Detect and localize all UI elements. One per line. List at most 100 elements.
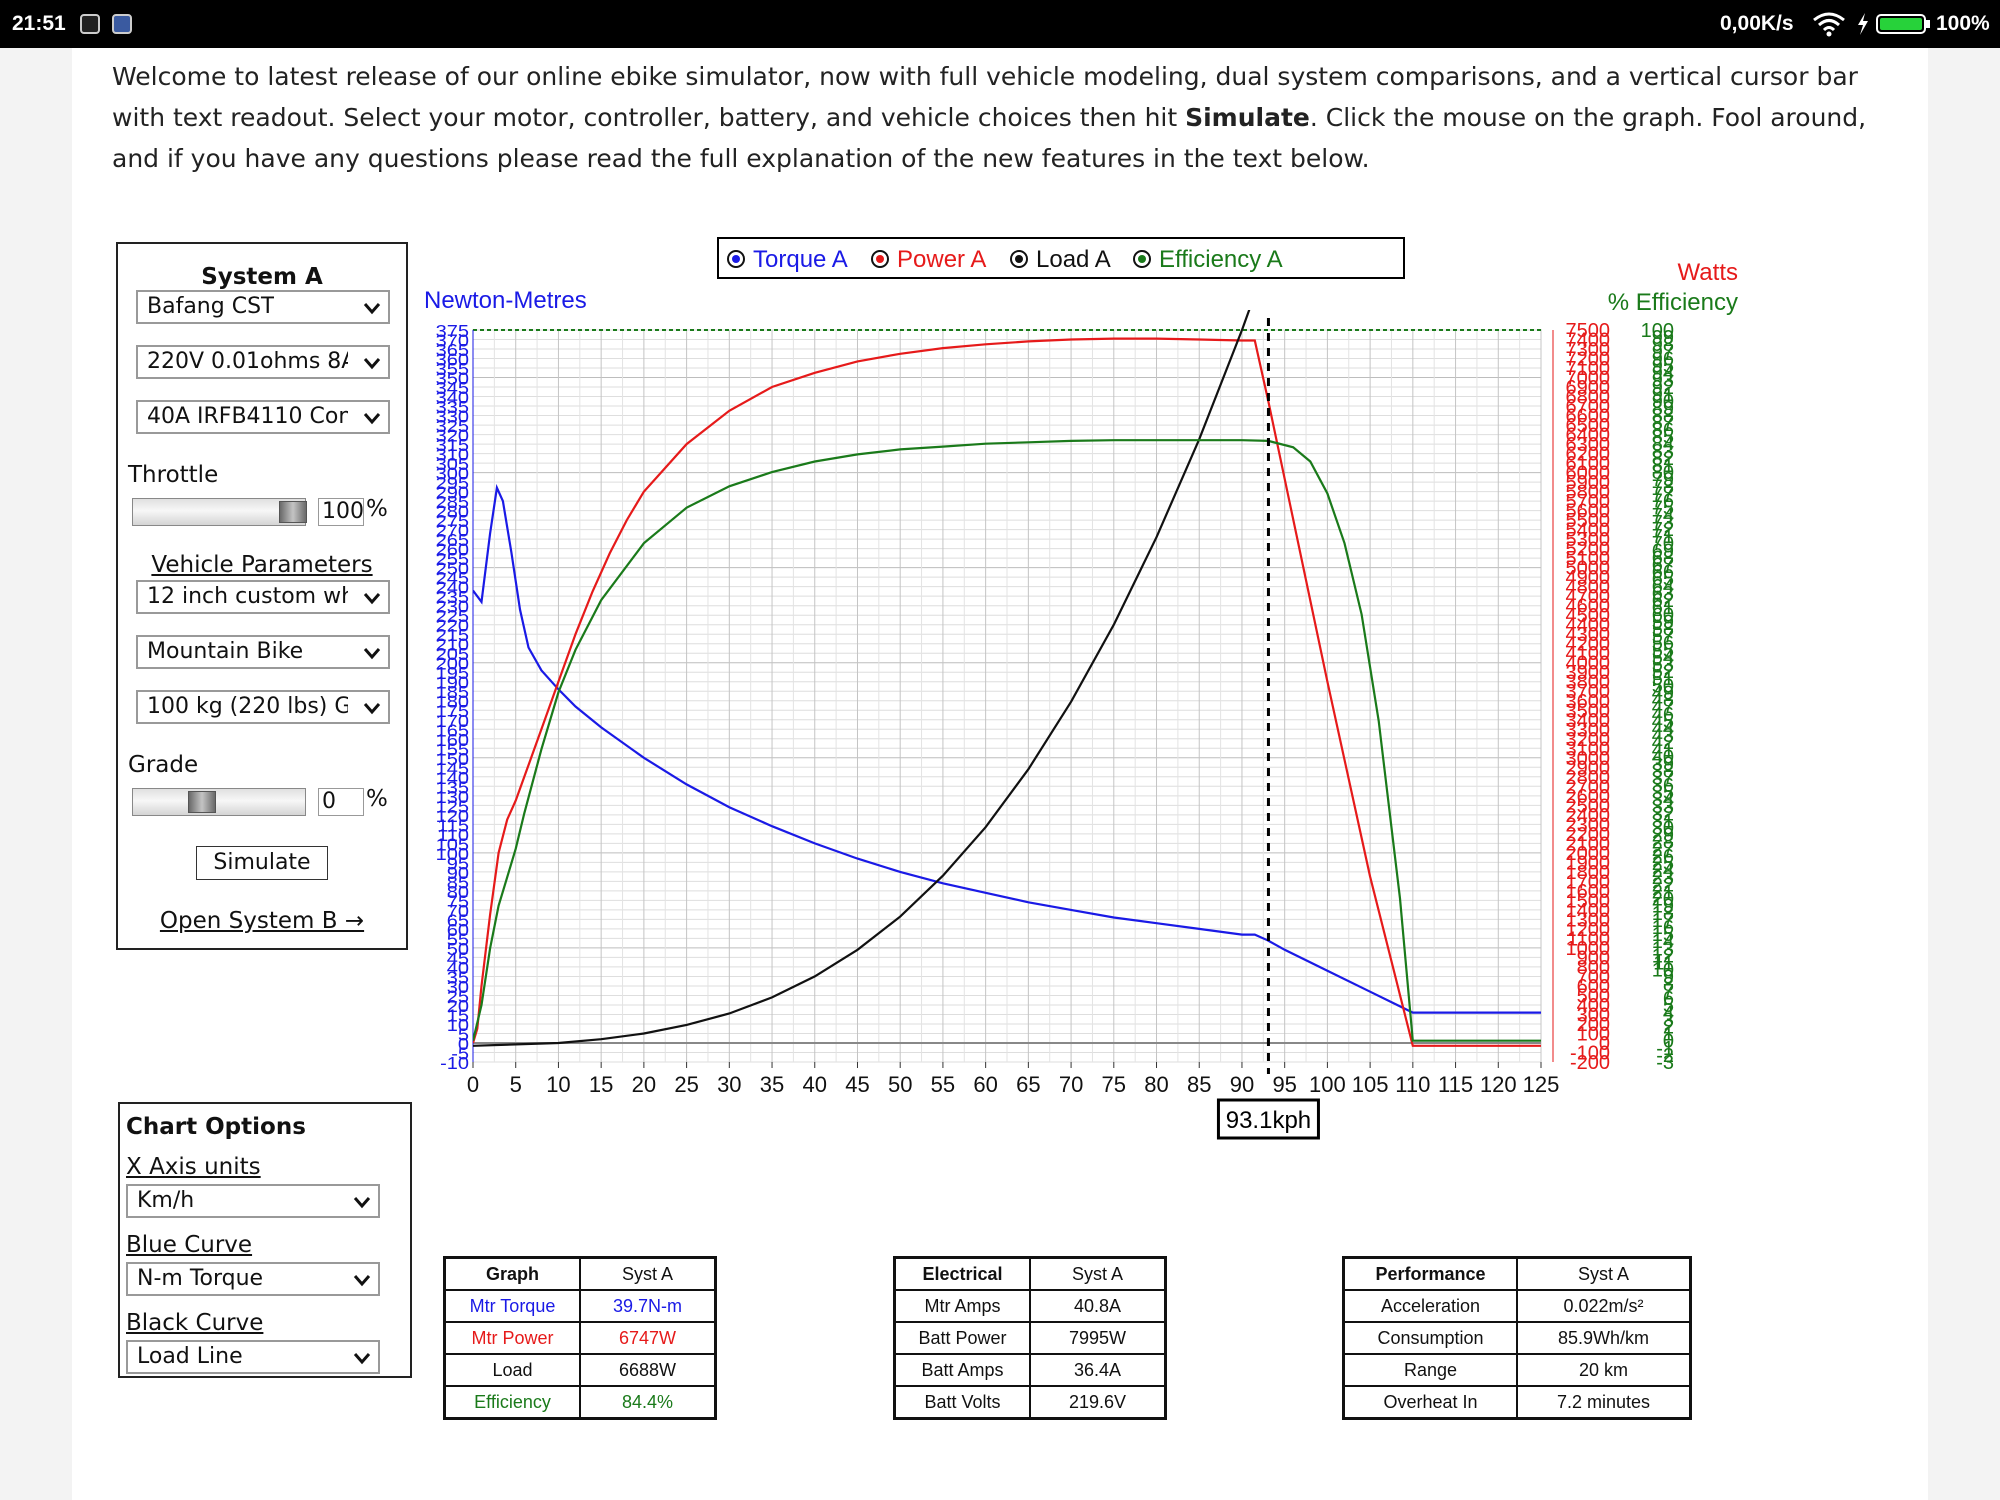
- efficiency-tick-label: 53: [1652, 654, 1674, 676]
- throttle-slider-thumb[interactable]: [279, 501, 307, 523]
- power-tick-label: 6600: [1566, 406, 1611, 428]
- table-row: Mtr Power 6747W: [443, 1321, 717, 1355]
- weight-select[interactable]: 100 kg (220 lbs) Gross: [136, 690, 390, 724]
- power-tick-label: 4300: [1566, 624, 1611, 646]
- grade-slider[interactable]: [132, 788, 306, 816]
- table-cell: Mtr Torque: [443, 1289, 581, 1323]
- efficiency-tick-label: 41: [1652, 739, 1674, 761]
- power-tick-label: 7000: [1566, 368, 1611, 390]
- torque-tick-label: 355: [436, 360, 469, 380]
- net-speed: 0,00K/s: [1720, 12, 1794, 35]
- x-tick-label: 75: [1102, 1072, 1126, 1097]
- x-axis-units-select[interactable]: Km/h: [126, 1184, 380, 1218]
- open-system-b-link[interactable]: Open System B →: [159, 908, 365, 934]
- series-line-efficiency-a: [473, 439, 1541, 1042]
- power-tick-label: 7500: [1566, 320, 1611, 342]
- efficiency-tick-label: 6: [1663, 988, 1674, 1010]
- torque-tick-label: 35: [447, 968, 469, 988]
- wheel-select[interactable]: 12 inch custom wheel: [136, 580, 390, 614]
- efficiency-tick-label: 87: [1652, 412, 1674, 434]
- power-tick-label: 400: [1577, 995, 1610, 1017]
- throttle-slider[interactable]: [132, 498, 307, 526]
- torque-tick-label: 325: [436, 417, 469, 437]
- power-tick-label: 1300: [1566, 909, 1611, 931]
- bike-type-select[interactable]: Mountain Bike: [136, 635, 390, 669]
- throttle-input[interactable]: 100: [318, 498, 364, 526]
- power-tick-label: 5600: [1566, 501, 1611, 523]
- legend-box: [717, 237, 1405, 279]
- efficiency-tick-label: 22: [1652, 874, 1674, 896]
- torque-tick-label: 115: [437, 816, 469, 836]
- efficiency-tick-label: 60: [1652, 604, 1674, 626]
- throttle-input-value: 100: [322, 499, 364, 524]
- torque-tick-label: 80: [447, 883, 469, 903]
- torque-tick-label: 255: [436, 550, 469, 570]
- power-tick-label: 3100: [1566, 738, 1611, 760]
- power-tick-label: 2900: [1566, 757, 1611, 779]
- power-tick-label: 1200: [1566, 919, 1611, 941]
- torque-tick-label: 95: [447, 854, 469, 874]
- series-line-torque-a: [473, 483, 1541, 1014]
- x-tick-label: 115: [1438, 1072, 1473, 1097]
- power-tick-label: 4600: [1566, 596, 1611, 618]
- table-row: Efficiency 84.4%: [443, 1385, 717, 1420]
- table-header: Electrical: [893, 1256, 1031, 1291]
- battery-percent: 100%: [1936, 12, 1990, 35]
- table-row: Load 6688W: [443, 1353, 717, 1387]
- x-tick-label: 35: [760, 1072, 784, 1097]
- legend-radio-dot-icon: [732, 255, 740, 263]
- simulate-button[interactable]: Simulate: [196, 846, 328, 880]
- power-tick-label: -100: [1570, 1042, 1610, 1064]
- graph-results-table: Graph Syst A Mtr Torque 39.7N-m Mtr Powe…: [443, 1256, 717, 1420]
- torque-tick-label: 75: [447, 892, 469, 912]
- black-curve-select[interactable]: Load Line: [126, 1340, 380, 1374]
- efficiency-tick-label: 11: [1653, 953, 1674, 975]
- torque-tick-label: 300: [436, 464, 469, 484]
- torque-tick-label: 350: [436, 369, 469, 389]
- power-tick-label: 4200: [1566, 634, 1611, 656]
- efficiency-tick-label: 65: [1652, 569, 1674, 591]
- efficiency-tick-label: 58: [1652, 618, 1674, 640]
- legend-radio-dot-icon: [876, 255, 884, 263]
- electrical-results-table: Electrical Syst A Mtr Amps 40.8A Batt Po…: [893, 1256, 1167, 1420]
- power-tick-label: 4000: [1566, 653, 1611, 675]
- chart-options-panel: Chart Options X Axis units Km/h Blue Cur…: [118, 1102, 412, 1378]
- table-cell: Load: [443, 1353, 581, 1387]
- throttle-percent-sign: %: [366, 496, 388, 522]
- efficiency-tick-label: 97: [1652, 341, 1674, 363]
- efficiency-tick-label: 12: [1652, 945, 1674, 967]
- torque-tick-label: 285: [436, 493, 469, 513]
- vehicle-parameters-label: Vehicle Parameters: [151, 552, 373, 578]
- efficiency-tick-label: 25: [1652, 853, 1674, 875]
- motor-select[interactable]: Bafang CST: [136, 290, 390, 324]
- efficiency-tick-label: 14: [1652, 931, 1674, 953]
- power-tick-label: 3800: [1566, 672, 1611, 694]
- power-tick-label: 7100: [1566, 358, 1611, 380]
- blue-curve-select[interactable]: N-m Torque: [126, 1262, 380, 1296]
- power-tick-label: 4500: [1566, 605, 1611, 627]
- battery-select[interactable]: 220V 0.01ohms 8Ah: [136, 345, 390, 379]
- grade-slider-thumb[interactable]: [188, 791, 216, 813]
- torque-tick-label: 175: [436, 702, 469, 722]
- black-curve-select-value: Load Line: [137, 1344, 243, 1369]
- efficiency-tick-label: 57: [1652, 626, 1674, 648]
- x-tick-label: 20: [632, 1072, 656, 1097]
- grade-input[interactable]: 0: [318, 788, 364, 816]
- efficiency-tick-label: 94: [1652, 363, 1674, 385]
- efficiency-tick-label: 88: [1652, 405, 1674, 427]
- x-tick-label: 90: [1230, 1072, 1254, 1097]
- chevron-down-icon: [353, 1275, 371, 1287]
- power-tick-label: 7400: [1566, 330, 1611, 352]
- legend-item-torque-a: Torque A: [753, 246, 848, 273]
- power-tick-label: 6700: [1566, 396, 1611, 418]
- efficiency-tick-label: 73: [1652, 512, 1674, 534]
- efficiency-tick-label: 37: [1652, 768, 1674, 790]
- power-tick-label: 6800: [1566, 387, 1611, 409]
- controller-select[interactable]: 40A IRFB4110 Controller: [136, 400, 390, 434]
- torque-tick-label: 110: [437, 826, 469, 846]
- efficiency-tick-label: 52: [1652, 661, 1674, 683]
- table-cell: Acceleration: [1342, 1289, 1518, 1323]
- efficiency-tick-label: 1: [1663, 1024, 1674, 1046]
- efficiency-tick-label: 49: [1652, 682, 1674, 704]
